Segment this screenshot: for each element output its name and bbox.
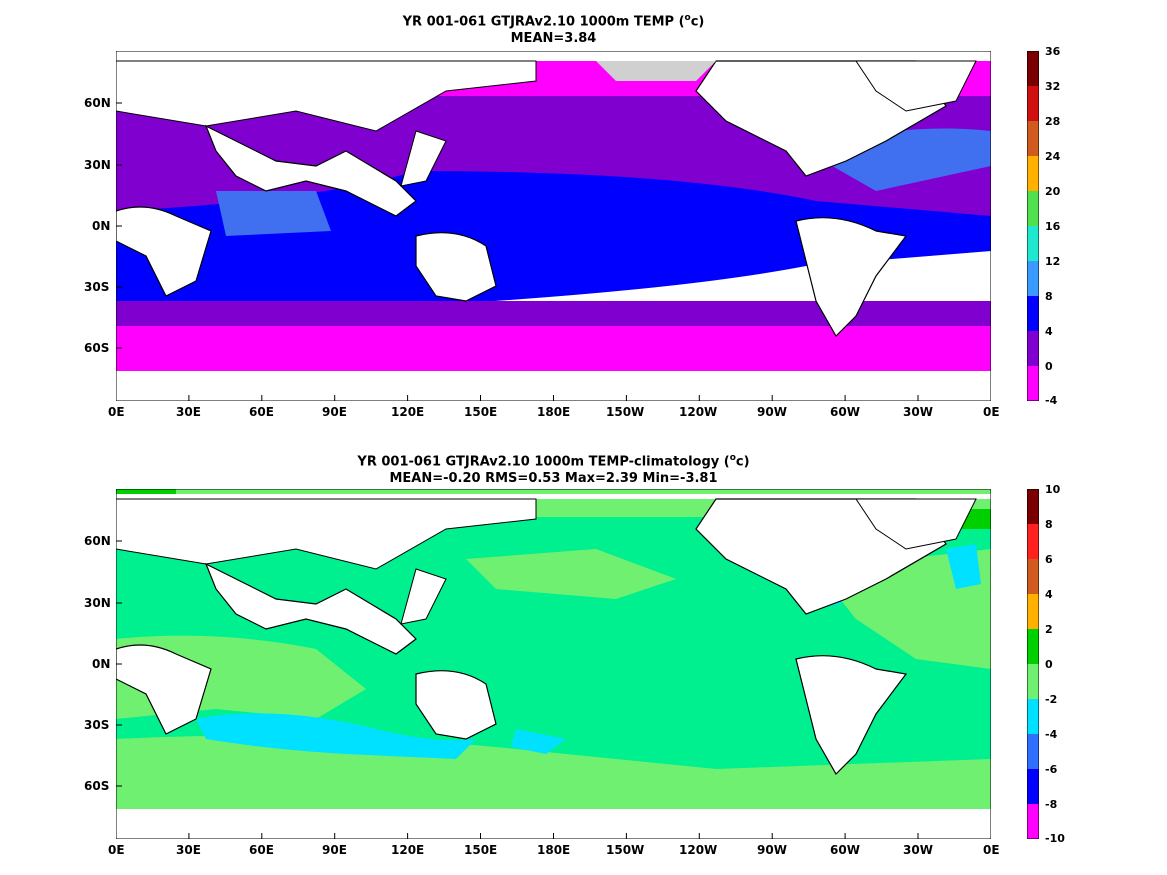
top-lon-label: 90E [322, 405, 347, 419]
top-lon-label: 0E [983, 405, 1000, 419]
top-colorbar-tick: 12 [1045, 255, 1061, 268]
bottom-colorbar-tick: -8 [1045, 798, 1058, 811]
bottom-colorbar-tick: -10 [1045, 832, 1065, 845]
bottom-map-title: YR 001-061 GTJRAv2.10 1000m TEMP-climato… [357, 453, 750, 487]
top-lat-label: 0N [92, 219, 111, 233]
top-lat-label: 60S [84, 341, 110, 355]
bottom-colorbar-tick: -4 [1045, 728, 1058, 741]
top-lon-label: 30E [176, 405, 201, 419]
bottom-colorbar-tick: 6 [1045, 553, 1053, 566]
bottom-lon-label: 90W [757, 843, 787, 857]
top-colorbar-tick: 20 [1045, 185, 1061, 198]
bottom-map-stats: MEAN=-0.20 RMS=0.53 Max=2.39 Min=-3.81 [389, 471, 718, 487]
bottom-lon-label: 30E [176, 843, 201, 857]
top-colorbar-tick: -4 [1045, 394, 1058, 407]
top-colorbar-tick: 36 [1045, 45, 1061, 58]
bottom-colorbar-tick: 4 [1045, 588, 1053, 601]
top-lon-label: 90W [757, 405, 787, 419]
bottom-lat-label: 30S [84, 718, 110, 732]
top-lon-label: 30W [903, 405, 933, 419]
bottom-lon-label: 90E [322, 843, 347, 857]
top-colorbar-tick: 4 [1045, 325, 1053, 338]
bottom-lon-label: 0E [108, 843, 125, 857]
bottom-lat-label: 60S [84, 779, 110, 793]
top-colorbar [1026, 50, 1040, 402]
top-colorbar-tick: 16 [1045, 220, 1061, 233]
bottom-lon-label: 0E [983, 843, 1000, 857]
bottom-colorbar-tick: 0 [1045, 658, 1053, 671]
top-lat-label: 60N [84, 96, 111, 110]
top-lat-label: 30S [84, 280, 110, 294]
bottom-colorbar-tick: -2 [1045, 693, 1058, 706]
bottom-lat-label: 0N [92, 657, 111, 671]
top-lon-label: 180E [537, 405, 571, 419]
bottom-colorbar [1026, 488, 1040, 840]
bottom-lat-label: 60N [84, 534, 111, 548]
top-map-title: YR 001-061 GTJRAv2.10 1000m TEMP (oc) ME… [402, 13, 705, 47]
top-lon-label: 150E [464, 405, 498, 419]
top-colorbar-tick: 28 [1045, 115, 1061, 128]
top-lon-label: 150W [606, 405, 645, 419]
bottom-lat-label: 30N [84, 596, 111, 610]
top-colorbar-tick: 32 [1045, 80, 1061, 93]
bottom-colorbar-tick: -6 [1045, 763, 1058, 776]
bottom-lon-label: 60E [249, 843, 274, 857]
bottom-lon-label: 150W [606, 843, 645, 857]
top-lon-label: 120W [679, 405, 718, 419]
top-lon-label: 120E [391, 405, 425, 419]
bottom-colorbar-tick: 2 [1045, 623, 1053, 636]
top-lon-label: 0E [108, 405, 125, 419]
top-lon-label: 60E [249, 405, 274, 419]
bottom-lon-label: 120E [391, 843, 425, 857]
top-colorbar-tick: 8 [1045, 290, 1053, 303]
top-lat-label: 30N [84, 158, 111, 172]
top-lon-label: 60W [830, 405, 860, 419]
top-colorbar-tick: 0 [1045, 360, 1053, 373]
bottom-colorbar-tick: 8 [1045, 518, 1053, 531]
bottom-lon-label: 150E [464, 843, 498, 857]
bottom-map [116, 489, 991, 839]
bottom-lon-label: 120W [679, 843, 718, 857]
bottom-colorbar-tick: 10 [1045, 483, 1061, 496]
bottom-lon-label: 30W [903, 843, 933, 857]
top-map-mean: MEAN=3.84 [510, 31, 597, 47]
bottom-lon-label: 60W [830, 843, 860, 857]
top-map [116, 51, 991, 401]
bottom-lon-label: 180E [537, 843, 571, 857]
top-colorbar-tick: 24 [1045, 150, 1061, 163]
